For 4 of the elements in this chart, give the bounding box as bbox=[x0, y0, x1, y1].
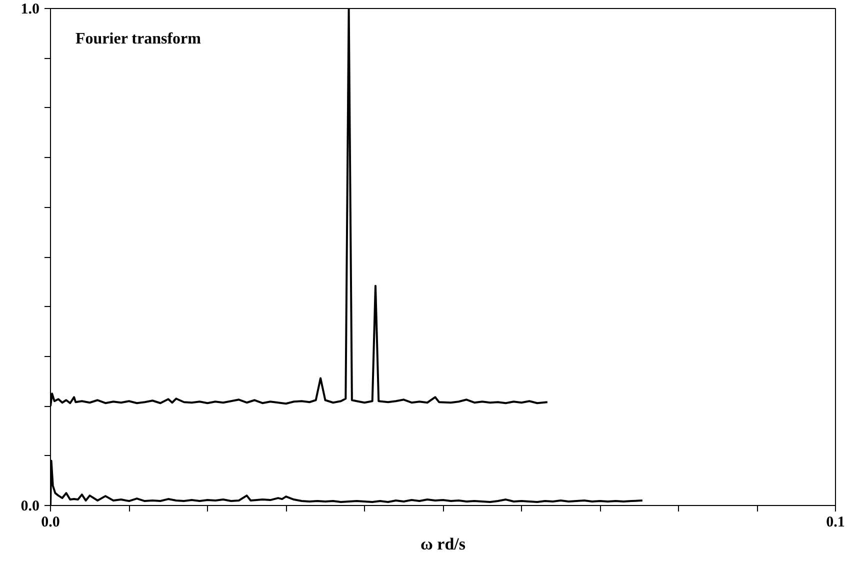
x-tick-label: 0.1 bbox=[826, 514, 845, 530]
y-tick-label: 1.0 bbox=[20, 2, 40, 18]
x-axis-title: ω rd/s bbox=[420, 534, 466, 554]
annotation: Fourier transform bbox=[76, 30, 202, 48]
